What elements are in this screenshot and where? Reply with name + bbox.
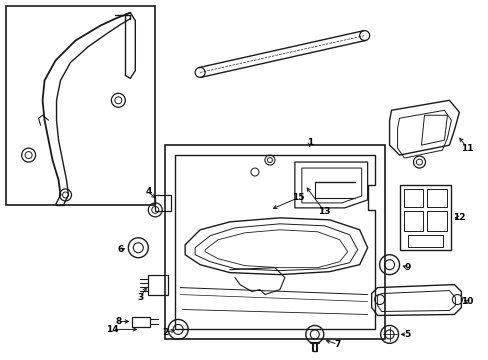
Text: 13: 13 [318, 207, 330, 216]
Text: 9: 9 [404, 263, 410, 272]
Bar [427, 211, 447, 231]
Bar [407, 235, 443, 247]
Text: 2: 2 [162, 328, 168, 337]
Text: 8: 8 [115, 317, 121, 326]
Bar [155, 195, 171, 211]
Text: 1: 1 [306, 138, 312, 147]
Text: 6: 6 [117, 245, 123, 254]
Bar [403, 211, 423, 231]
Bar [6, 6, 155, 205]
Bar [427, 189, 447, 207]
Text: 5: 5 [404, 330, 410, 339]
Bar [399, 185, 450, 250]
Text: 14: 14 [106, 325, 119, 334]
Text: 3: 3 [137, 293, 143, 302]
Text: 7: 7 [334, 340, 340, 349]
Text: 12: 12 [452, 213, 465, 222]
Text: 15: 15 [291, 193, 304, 202]
Text: 4: 4 [145, 188, 151, 197]
Text: 11: 11 [460, 144, 473, 153]
Bar [165, 145, 384, 339]
Bar [403, 189, 423, 207]
Text: 10: 10 [460, 297, 472, 306]
